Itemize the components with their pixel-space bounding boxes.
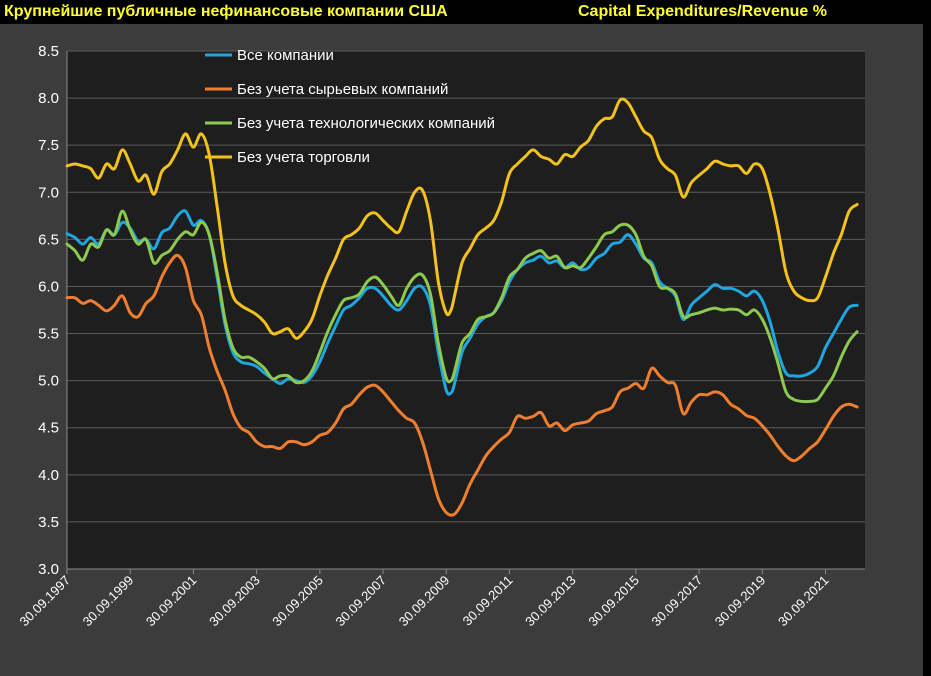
x-tick-label: 30.09.2021 (775, 573, 832, 630)
chart-title: Крупнейшие публичные нефинансовые компан… (4, 3, 448, 20)
legend-label: Без учета торговли (237, 149, 370, 166)
series-line-0 (65, 209, 859, 396)
y-tick-label: 8.5 (38, 43, 59, 60)
y-tick-label: 8.0 (38, 90, 59, 107)
x-tick-label: 30.09.2005 (269, 573, 326, 630)
x-tick-label: 30.09.2013 (522, 573, 579, 630)
x-axis-ticks: 30.09.1997 30.09.1999 30.09.2001 30.09.2003… (16, 569, 832, 630)
y-axis-ticks: 8.5 8.0 7.5 7.0 6.5 6.0 5.5 5.0 4.5 4.0 3.5 3.0 (38, 43, 59, 578)
x-tick-label: 30.09.2011 (460, 573, 516, 629)
legend: Все компании Без учета сырьевых компаний Б… (205, 47, 495, 166)
x-tick-label: 30.09.1997 (16, 573, 73, 630)
y-tick-label: 4.5 (38, 420, 59, 437)
chart-subtitle: Capital Expenditures/Revenue % (578, 3, 827, 20)
legend-label: Все компании (237, 47, 334, 64)
series-line-1 (65, 253, 859, 517)
x-tick-label: 30.09.1999 (80, 573, 137, 630)
legend-label: Без учета сырьевых компаний (237, 81, 448, 98)
y-tick-label: 6.5 (38, 231, 59, 248)
y-tick-label: 3.0 (38, 561, 59, 578)
y-tick-label: 6.0 (38, 278, 59, 295)
y-tick-label: 5.0 (38, 373, 59, 390)
x-tick-label: 30.09.2019 (712, 573, 769, 630)
y-tick-label: 4.0 (38, 467, 59, 484)
y-tick-label: 5.5 (38, 326, 59, 343)
y-tick-label: 7.5 (38, 137, 59, 154)
x-tick-label: 30.09.2009 (396, 573, 453, 630)
y-tick-label: 7.0 (38, 184, 59, 201)
legend-label: Без учета технологических компаний (237, 115, 495, 132)
x-tick-label: 30.09.2001 (143, 573, 200, 630)
series-lines (65, 97, 859, 517)
gridlines (66, 50, 865, 570)
y-tick-label: 3.5 (38, 514, 59, 531)
x-tick-label: 30.09.2015 (585, 573, 642, 630)
series-line-2 (65, 209, 859, 404)
x-tick-label: 30.09.2003 (206, 573, 263, 630)
x-tick-label: 30.09.2017 (649, 573, 706, 630)
x-tick-label: 30.09.2007 (333, 573, 390, 630)
series-line-3 (65, 97, 859, 340)
